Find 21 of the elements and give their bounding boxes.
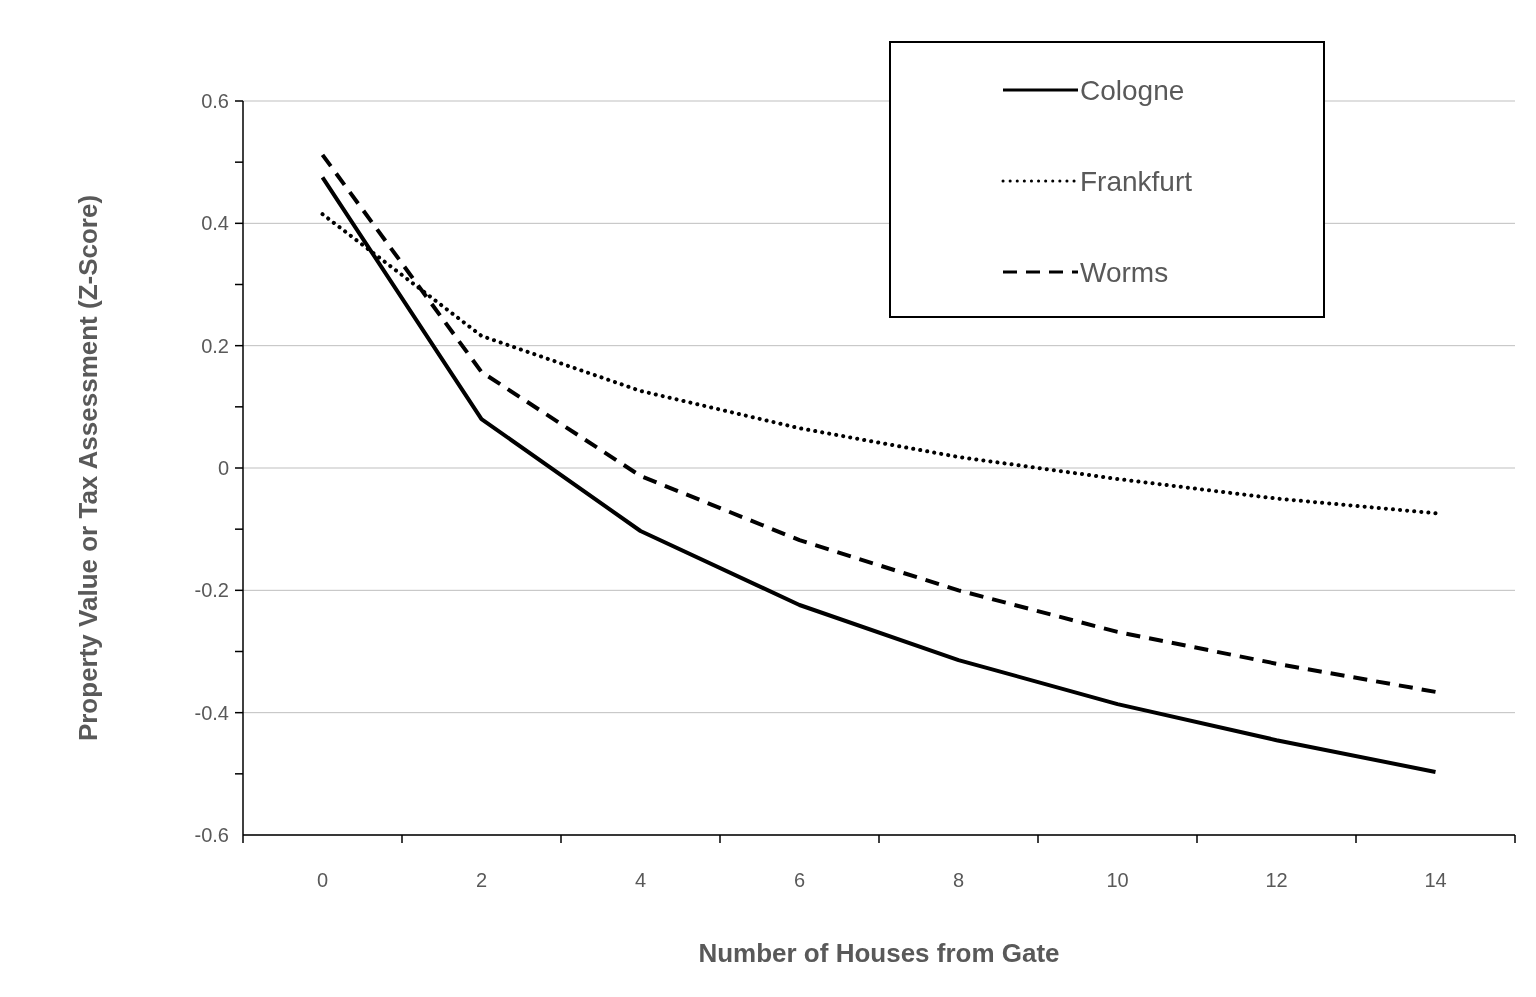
x-tick-label: 14: [1424, 869, 1447, 891]
x-tick-label: 10: [1106, 869, 1129, 891]
x-tick-label: 8: [952, 869, 965, 891]
y-tick-label: -0.4: [194, 701, 229, 724]
x-tick-label: 6: [793, 869, 806, 891]
x-tick-label: 4: [634, 869, 647, 891]
y-tick-label: 0.2: [201, 334, 229, 357]
y-axis-title: Property Value or Tax Assessment (Z-Score): [73, 194, 103, 742]
y-tick-label: 0.6: [201, 90, 229, 112]
x-tick-label: 0: [316, 869, 329, 891]
x-axis-title: Number of Houses from Gate: [698, 938, 1060, 968]
legend-label: Worms: [1080, 256, 1169, 288]
legend-label: Cologne: [1080, 74, 1185, 106]
line-series: [320, 152, 1438, 694]
y-tick-label: 0: [217, 457, 229, 479]
y-tick-label: -0.2: [194, 579, 229, 602]
y-tick-label: 0.4: [201, 212, 229, 235]
legend-label: Frankfurt: [1080, 165, 1193, 197]
x-tick-label: 12: [1265, 869, 1288, 891]
y-tick-label: -0.6: [194, 824, 229, 846]
x-tick-label: 2: [475, 869, 488, 891]
